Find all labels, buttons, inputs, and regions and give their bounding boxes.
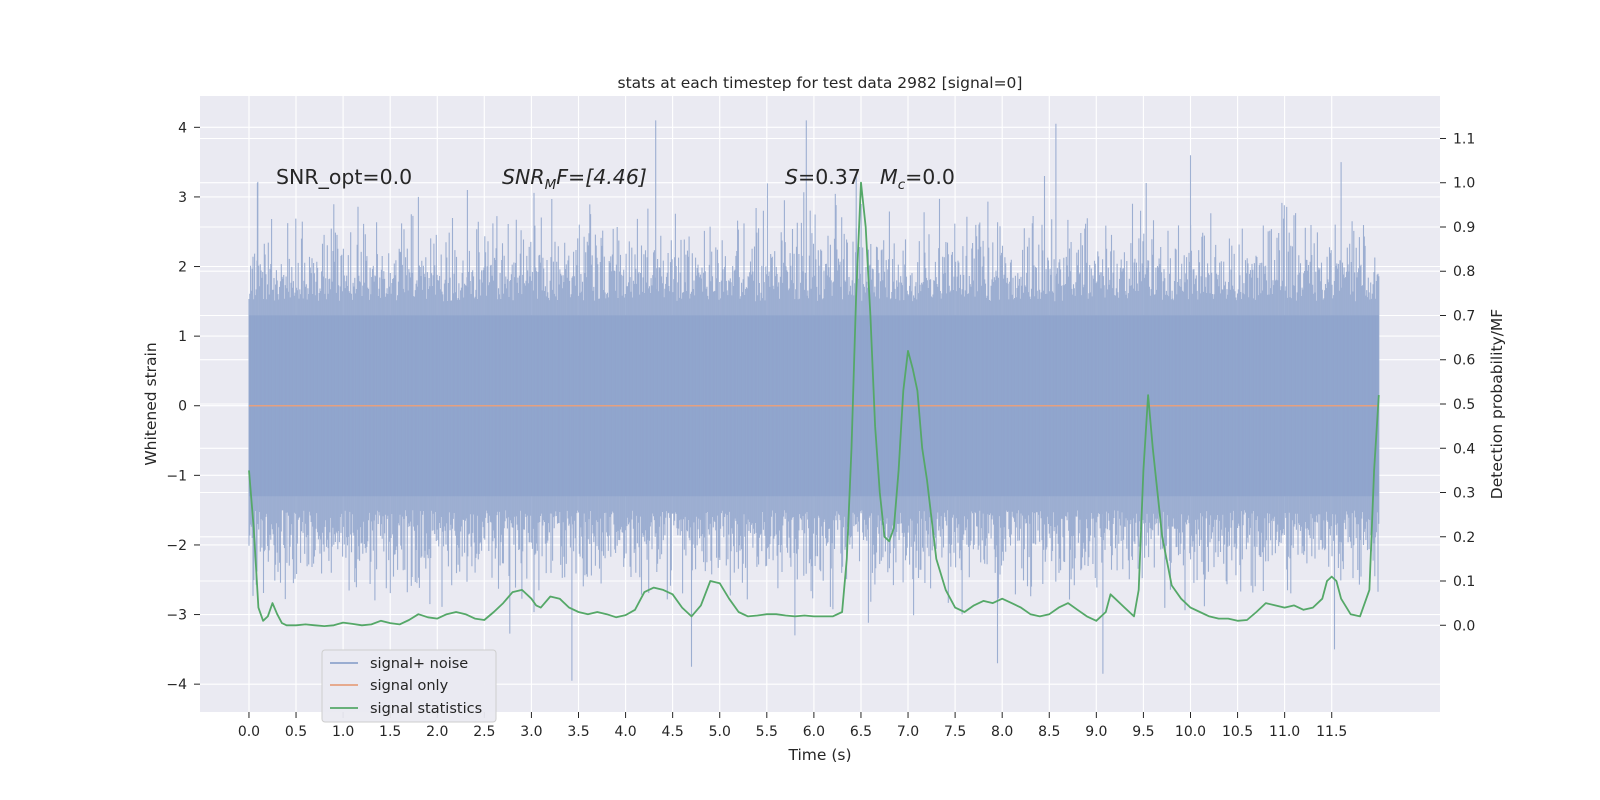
x-tick-label-21: 10.5 [1222, 724, 1253, 740]
chart-title: stats at each timestep for test data 298… [618, 74, 1023, 92]
x-tick-label-16: 8.0 [991, 724, 1013, 740]
left-y-tick-label-2: −2 [166, 538, 187, 554]
right-y-tick-label-4: 0.4 [1453, 441, 1475, 457]
left-y-tick-label-6: 2 [178, 260, 187, 276]
right-y-tick-label-6: 0.6 [1453, 353, 1475, 369]
legend-label-signal-only: signal only [370, 678, 449, 694]
series-signal-statistics [248, 181, 1380, 627]
x-tick-label-22: 11.0 [1269, 724, 1300, 740]
x-tick-label-3: 1.5 [379, 724, 401, 740]
annotation-s: S=0.37 [785, 165, 861, 189]
x-tick-label-12: 6.0 [803, 724, 825, 740]
right-y-tick-label-5: 0.5 [1453, 397, 1475, 413]
x-tick-label-14: 7.0 [897, 724, 919, 740]
x-tick-label-18: 9.0 [1085, 724, 1107, 740]
legend-label-signal-statistics: signal statistics [370, 701, 482, 717]
x-tick-label-9: 4.5 [662, 724, 684, 740]
x-tick-label-1: 0.5 [285, 724, 307, 740]
x-tick-label-10: 5.0 [709, 724, 731, 740]
right-y-tick-label-11: 1.1 [1453, 131, 1475, 147]
left-y-tick-label-4: 0 [178, 399, 187, 415]
x-axis-ticks: 0.0 0.5 1.0 1.5 2.0 2.5 3.0 3.5 4.0 4.5 5.0 5.5 6.0 6… [238, 712, 1347, 740]
x-axis-label: Time (s) [787, 746, 851, 764]
right-y-tick-label-8: 0.8 [1453, 264, 1475, 280]
right-y-tick-label-10: 1.0 [1453, 176, 1475, 192]
left-y-tick-label-5: 1 [178, 329, 187, 345]
x-tick-label-17: 8.5 [1038, 724, 1060, 740]
x-tick-label-6: 3.0 [520, 724, 542, 740]
right-y-axis-ticks: 0.0 0.1 0.2 0.3 0.4 0.5 0.6 0.7 0.8 0.9 1.0 1.1 [1440, 131, 1475, 634]
left-y-tick-label-8: 4 [178, 120, 187, 136]
annotation-snr-mf: SNRMF=[4.46] [502, 165, 647, 193]
x-tick-label-20: 10.0 [1175, 724, 1206, 740]
x-tick-label-15: 7.5 [944, 724, 966, 740]
x-tick-label-2: 1.0 [332, 724, 354, 740]
left-y-axis-ticks: −4 −3 −2 −1 0 1 2 3 4 [166, 120, 200, 693]
left-y-tick-label-7: 3 [178, 190, 187, 206]
series-signal-noise [248, 120, 1380, 681]
x-tick-label-4: 2.0 [426, 724, 448, 740]
x-tick-label-8: 4.0 [614, 724, 636, 740]
legend-label-signal-noise: signal+ noise [370, 656, 468, 672]
x-tick-label-23: 11.5 [1316, 724, 1347, 740]
left-y-tick-label-0: −4 [166, 677, 187, 693]
right-y-tick-label-0: 0.0 [1453, 618, 1475, 634]
x-tick-label-5: 2.5 [473, 724, 495, 740]
x-tick-label-13: 6.5 [850, 724, 872, 740]
x-tick-label-0: 0.0 [238, 724, 260, 740]
x-tick-label-19: 9.5 [1132, 724, 1154, 740]
right-y-tick-label-7: 0.7 [1453, 308, 1475, 324]
right-y-tick-label-3: 0.3 [1453, 486, 1475, 502]
annotation-snr-opt: SNR_opt=0.0 [276, 165, 412, 190]
right-y-tick-label-9: 0.9 [1453, 220, 1475, 236]
annotation-mc: Mc=0.0 [880, 165, 955, 193]
left-y-axis-label: Whitened strain [142, 342, 160, 465]
right-y-tick-label-1: 0.1 [1453, 574, 1475, 590]
x-tick-label-7: 3.5 [567, 724, 589, 740]
right-y-axis-label: Detection probability/MF [1488, 309, 1506, 500]
left-y-tick-label-1: −3 [166, 608, 187, 624]
x-tick-label-11: 5.5 [756, 724, 778, 740]
right-y-tick-label-2: 0.2 [1453, 530, 1475, 546]
left-y-tick-label-3: −1 [166, 468, 187, 484]
legend: signal+ noise signal only signal statist… [321, 649, 497, 723]
legend-box [321, 649, 497, 723]
